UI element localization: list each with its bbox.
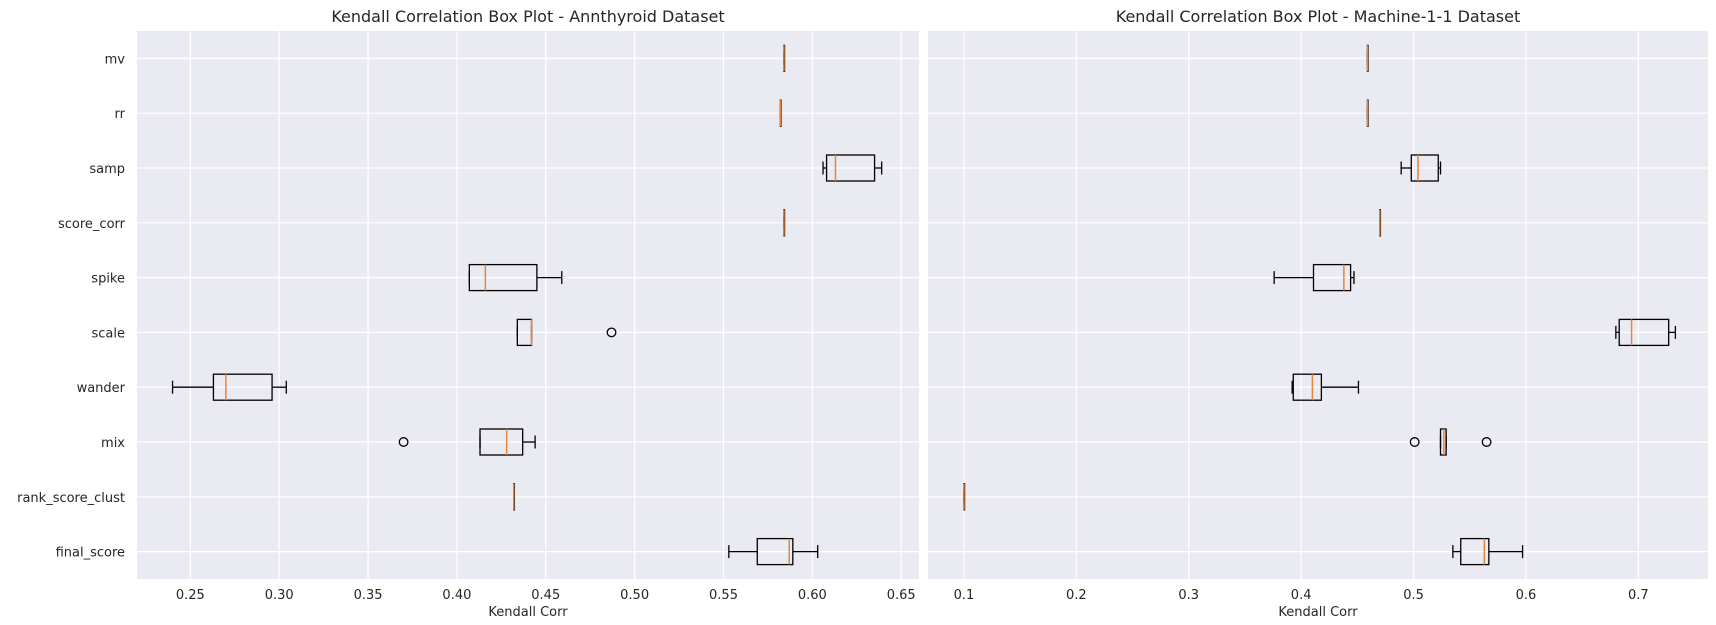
y-tick-label: final_score — [56, 546, 125, 561]
iqr-box — [1410, 154, 1439, 182]
x-tick-label: 0.40 — [442, 588, 471, 603]
chart-title: Kendall Correlation Box Plot - Machine-1… — [1116, 7, 1520, 26]
box-mv — [1366, 44, 1369, 73]
iqr-box — [1460, 537, 1490, 566]
iqr-box — [1292, 373, 1323, 401]
box-score_corr — [783, 209, 786, 237]
box-series — [171, 44, 883, 566]
y-tick-label: spike — [91, 272, 125, 287]
x-tick-label: 0.6 — [1516, 588, 1537, 603]
x-tick-label: 0.60 — [798, 588, 827, 603]
iqr-box — [1312, 263, 1352, 292]
x-tick-label: 0.4 — [1291, 588, 1312, 603]
x-tick-label: 0.2 — [1066, 588, 1087, 603]
iqr-box — [479, 428, 524, 456]
x-tick-labels: 0.25 0.30 0.35 0.40 0.45 0.50 0.55 0.60 0.65 — [176, 588, 916, 603]
x-tick-label: 0.35 — [354, 588, 383, 603]
box-mix — [1409, 428, 1492, 456]
y-tick-label: mix — [101, 436, 125, 451]
outlier-point — [398, 437, 409, 447]
chart-panel-machine-1-1: 0.1 0.2 0.3 0.4 0.5 0.6 0.7 Kendall Correlatio… — [928, 7, 1708, 620]
outlier-point — [606, 327, 617, 338]
y-tick-label: wander — [77, 381, 126, 396]
y-tick-label: scale — [92, 326, 126, 341]
box-samp — [822, 154, 883, 182]
box-scale — [1615, 318, 1677, 347]
y-tick-label: rr — [115, 107, 126, 122]
x-tick-label: 0.25 — [176, 588, 205, 603]
x-tick-label: 0.7 — [1628, 588, 1649, 603]
box-samp — [1400, 154, 1442, 182]
plot-area — [928, 31, 1708, 579]
box-final_score — [1452, 537, 1524, 566]
x-axis-label: Kendall Corr — [1278, 605, 1358, 620]
x-tick-label: 0.55 — [709, 588, 738, 603]
box-series — [963, 44, 1677, 566]
y-tick-label: samp — [89, 162, 125, 177]
x-tick-label: 0.5 — [1403, 588, 1424, 603]
box-rank_score_clust — [513, 483, 516, 511]
iqr-box — [756, 537, 794, 566]
grid-lines — [928, 31, 1708, 579]
x-tick-label: 0.50 — [620, 588, 649, 603]
x-tick-labels: 0.1 0.2 0.3 0.4 0.5 0.6 0.7 — [954, 588, 1649, 603]
x-tick-label: 0.45 — [531, 588, 560, 603]
outlier-point — [1481, 437, 1492, 447]
box-score_corr — [1379, 209, 1382, 237]
iqr-box — [468, 263, 538, 292]
box-spike — [468, 263, 563, 292]
chart-title: Kendall Correlation Box Plot - Annthyroi… — [331, 7, 724, 26]
box-wander — [171, 373, 287, 401]
iqr-box — [212, 373, 273, 401]
box-rank_score_clust — [963, 483, 966, 511]
box-mix — [398, 428, 536, 456]
x-tick-label: 0.1 — [954, 588, 975, 603]
plot-area — [137, 31, 919, 579]
x-tick-label: 0.65 — [887, 588, 916, 603]
x-tick-label: 0.30 — [265, 588, 294, 603]
y-tick-label: rank_score_clust — [17, 491, 125, 506]
box-rr — [779, 99, 782, 127]
box-wander — [1291, 373, 1360, 401]
iqr-box — [825, 154, 876, 182]
outlier-point — [1409, 437, 1420, 447]
box-mv — [783, 44, 786, 73]
box-final_score — [728, 537, 819, 566]
iqr-box — [1618, 318, 1670, 347]
x-tick-label: 0.3 — [1178, 588, 1199, 603]
box-spike — [1273, 263, 1355, 292]
box-scale — [516, 318, 617, 347]
x-axis-label: Kendall Corr — [488, 605, 568, 620]
y-tick-label: score_corr — [58, 217, 126, 232]
box-rr — [1366, 99, 1369, 127]
y-tick-label: mv — [105, 52, 126, 67]
